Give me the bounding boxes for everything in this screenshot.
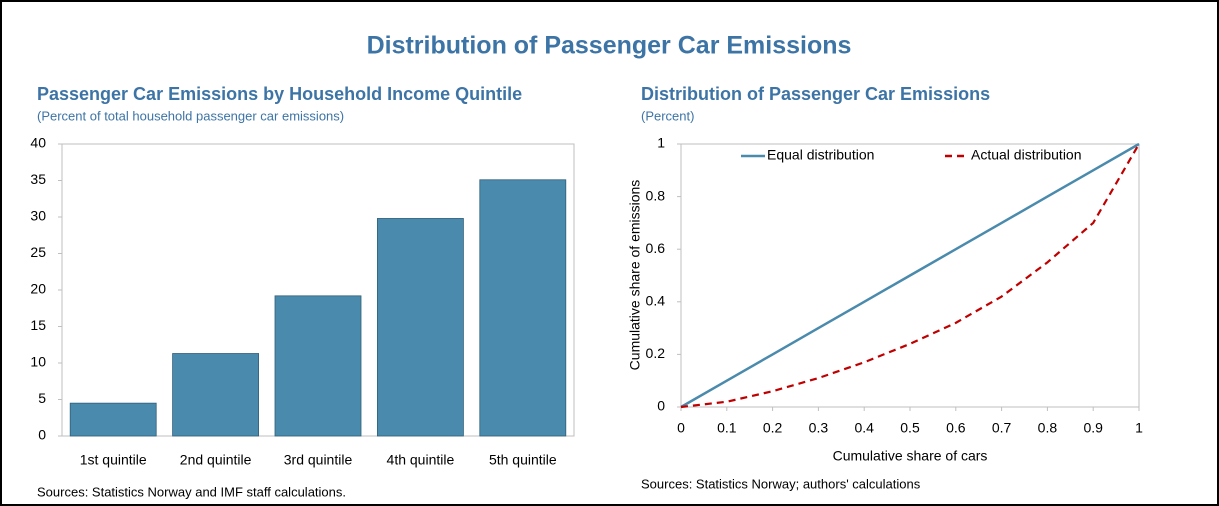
chart-title: Passenger Car Emissions by Household Inc…	[37, 84, 522, 104]
y-tick-label: 20	[30, 281, 46, 297]
x-tick-label: 1st quintile	[80, 452, 147, 468]
source: Sources: Statistics Norway; authors' cal…	[641, 476, 921, 491]
legend-label: Actual distribution	[971, 147, 1082, 163]
chart-title: Distribution of Passenger Car Emissions	[641, 84, 990, 104]
source: Sources: Statistics Norway and IMF staff…	[37, 484, 346, 499]
y-axis-label: Cumulative share of emissions	[627, 180, 643, 371]
x-tick-label: 0.5	[900, 420, 920, 436]
y-tick-label: 10	[30, 354, 46, 370]
x-tick-label: 0.3	[809, 420, 829, 436]
y-tick-label: 25	[30, 244, 46, 260]
y-tick-label: 0	[657, 398, 665, 414]
chart-subtitle: (Percent)	[641, 108, 694, 123]
x-tick-label: 2nd quintile	[180, 452, 252, 468]
bar	[376, 218, 464, 437]
x-tick-label: 0.9	[1083, 420, 1103, 436]
x-tick-label: 5th quintile	[489, 452, 557, 468]
bar	[69, 402, 157, 437]
x-tick-label: 4th quintile	[387, 452, 455, 468]
x-tick-label: 0.7	[992, 420, 1012, 436]
bar	[172, 353, 260, 437]
y-tick-label: 0.2	[646, 345, 666, 361]
bar	[479, 179, 567, 437]
x-tick-label: 0.8	[1038, 420, 1058, 436]
y-tick-label: 15	[30, 317, 46, 333]
x-tick-label: 0.2	[763, 420, 783, 436]
y-tick-label: 40	[30, 135, 46, 151]
x-tick-label: 0.4	[854, 420, 874, 436]
y-tick-label: 0.6	[646, 240, 666, 256]
x-tick-label: 0	[677, 420, 685, 436]
main-title: Distribution of Passenger Car Emissions	[367, 32, 852, 60]
y-tick-label: 0	[38, 427, 46, 443]
x-axis-label: Cumulative share of cars	[833, 448, 988, 464]
x-tick-label: 0.6	[946, 420, 966, 436]
y-tick-label: 35	[30, 171, 46, 187]
y-tick-label: 1	[657, 135, 665, 151]
x-tick-label: 0.1	[717, 420, 737, 436]
chart-subtitle: (Percent of total household passenger ca…	[37, 108, 344, 123]
y-tick-label: 0.8	[646, 187, 666, 203]
y-tick-label: 0.4	[646, 293, 666, 309]
y-tick-label: 5	[38, 390, 46, 406]
y-tick-label: 30	[30, 208, 46, 224]
x-tick-label: 3rd quintile	[284, 452, 353, 468]
legend-label: Equal distribution	[767, 147, 874, 163]
bar	[274, 295, 362, 437]
line-series	[680, 142, 1140, 409]
x-tick-label: 1	[1135, 420, 1143, 436]
line-series	[680, 143, 1140, 409]
